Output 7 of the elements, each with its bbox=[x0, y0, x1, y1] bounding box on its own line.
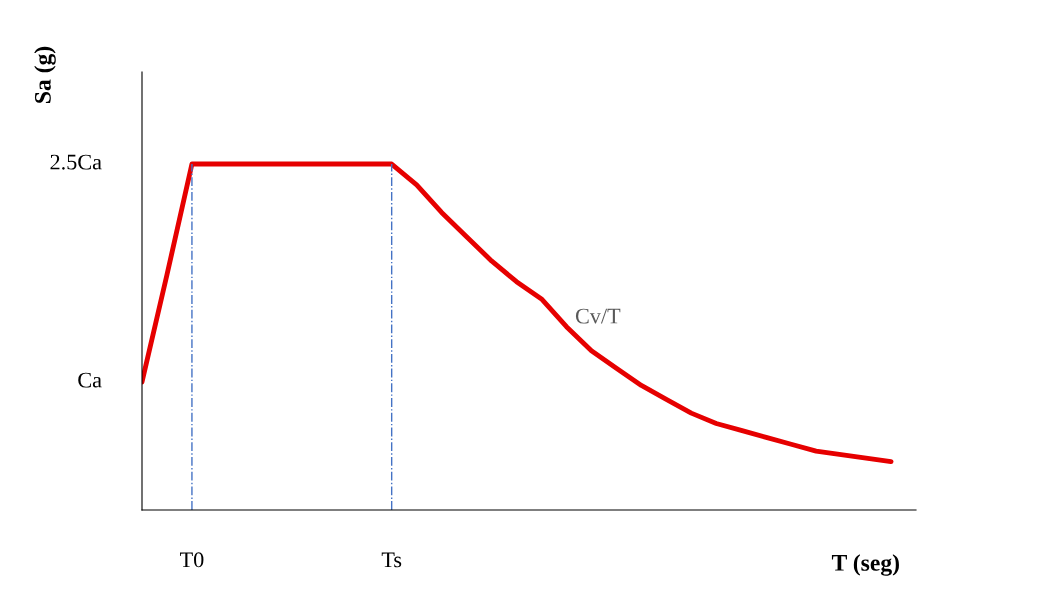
text: 2.5Ca bbox=[50, 154, 102, 170]
y-axis-title: Sa (g) bbox=[34, 46, 56, 103]
text: Ca bbox=[78, 372, 102, 388]
x-axis-title: T (seg) bbox=[831, 554, 899, 576]
x-tick-label: Ts bbox=[381, 552, 402, 568]
x-tick-label: T0 bbox=[180, 552, 204, 568]
annotation: Cv/T bbox=[575, 308, 621, 324]
